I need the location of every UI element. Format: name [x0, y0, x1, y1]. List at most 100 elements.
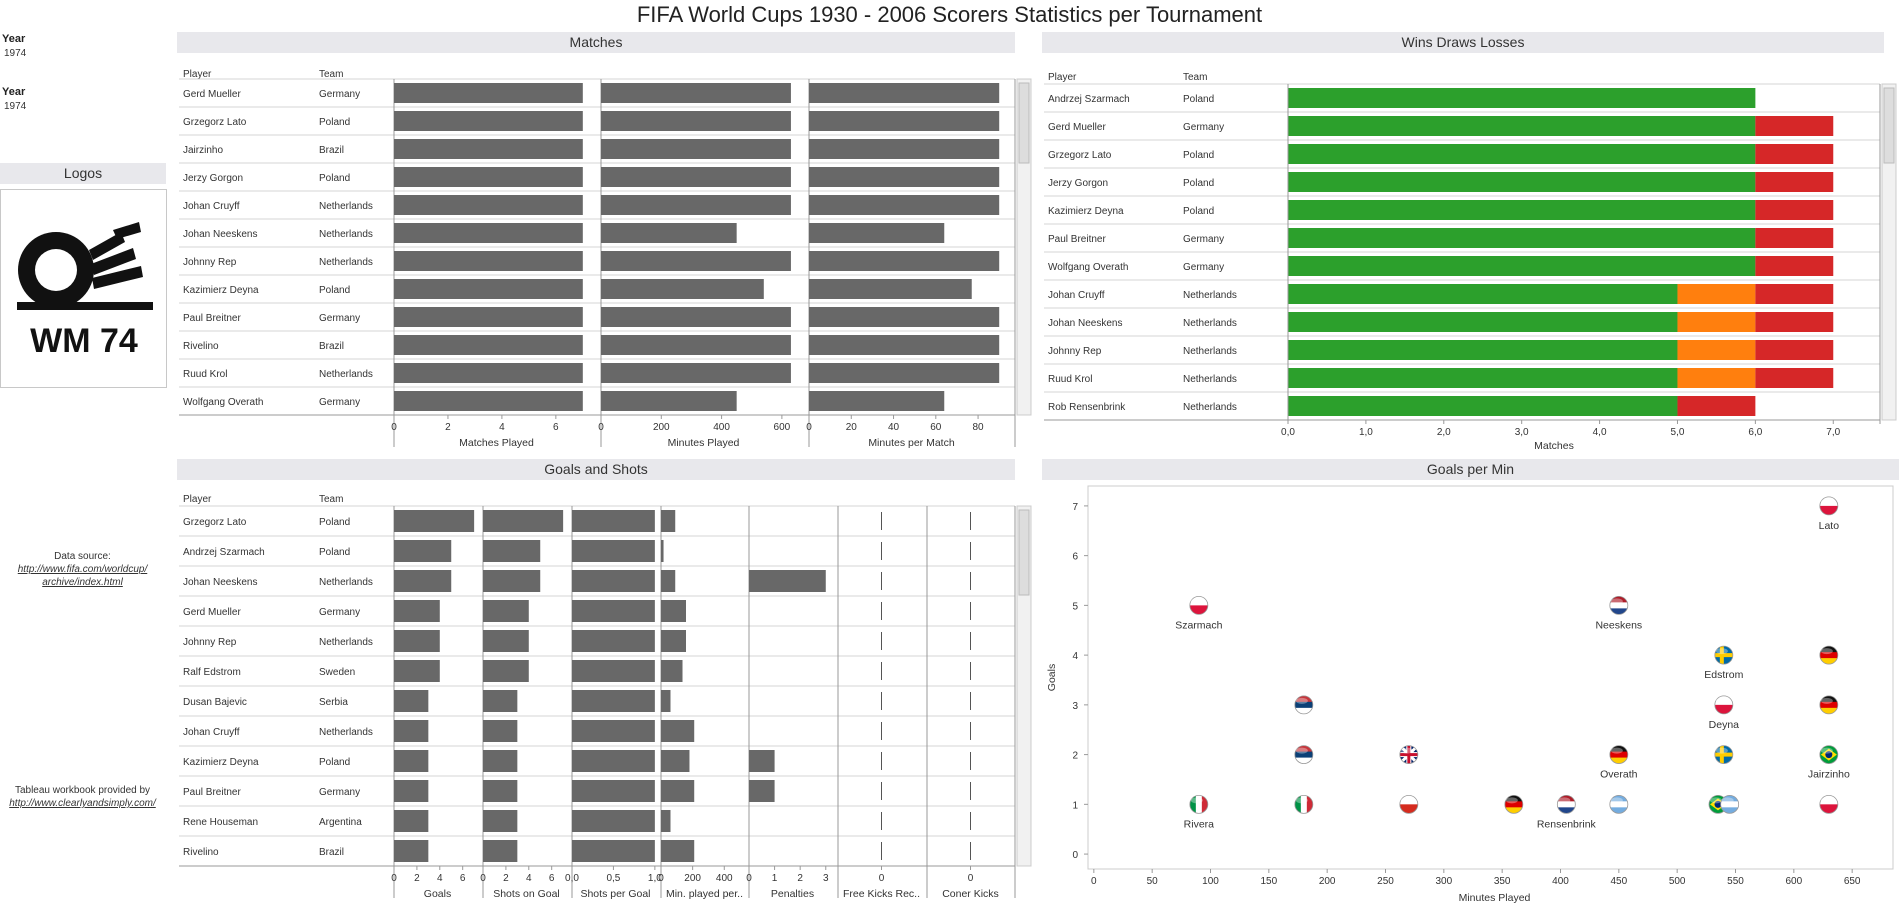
tick-label: 0 — [968, 873, 974, 884]
player-label: Johnny Rep — [1048, 346, 1102, 357]
flag-gloss — [1190, 797, 1203, 804]
measure-label: Goals — [424, 888, 451, 900]
bar — [394, 630, 440, 652]
bar — [601, 139, 791, 159]
player-label: Jerzy Gorgon — [183, 173, 243, 184]
bar-losses — [1677, 396, 1756, 416]
measure-label: Matches Played — [459, 437, 534, 449]
tick-label: 4 — [499, 422, 505, 433]
y-axis-title: Goals — [1046, 664, 1058, 691]
measure-label: Coner Kicks — [942, 888, 999, 900]
bar — [661, 510, 676, 532]
flag-outline — [1819, 645, 1839, 665]
tick-label: 0 — [391, 873, 397, 884]
bar — [483, 840, 518, 862]
tick-label: 200 — [653, 422, 670, 433]
bar-draws — [1677, 284, 1756, 304]
flag-outline — [1294, 745, 1314, 764]
team-label: Poland — [319, 285, 350, 296]
bar-losses — [1755, 284, 1834, 304]
bar — [394, 810, 429, 832]
bar — [572, 690, 655, 712]
bar — [572, 780, 655, 802]
team-label: Argentina — [319, 817, 362, 828]
team-label: Germany — [319, 787, 360, 798]
bar-wins — [1288, 312, 1678, 332]
bar — [483, 660, 529, 682]
bar-losses — [1755, 144, 1834, 164]
flag-icon — [1720, 795, 1739, 814]
bar-losses — [1755, 172, 1834, 192]
flag-icon — [1294, 745, 1313, 764]
team-label: Netherlands — [1183, 374, 1237, 385]
flag-icon — [1819, 646, 1838, 665]
x-tick-label: 650 — [1844, 876, 1861, 887]
bar-wins — [1288, 200, 1756, 220]
bar — [601, 111, 791, 131]
year-filter-value[interactable]: 1974 — [4, 48, 27, 59]
measure-label: Shots on Goal — [493, 888, 560, 900]
x-axis-title: Minutes Played — [1459, 892, 1531, 904]
data-source-link[interactable]: http://www.fifa.com/worldcup/ — [17, 564, 148, 575]
bar-losses — [1755, 200, 1834, 220]
x-tick-label: 50 — [1147, 876, 1159, 887]
logos-header: Logos — [0, 163, 166, 184]
wm74-logo: WM 74 — [0, 189, 167, 388]
bar — [394, 111, 583, 131]
bar — [483, 810, 518, 832]
bar-losses — [1755, 340, 1834, 360]
measure-label: Free Kicks Rec.. — [843, 888, 920, 900]
tick-label: 60 — [930, 422, 942, 433]
tick-label: 6 — [549, 873, 555, 884]
workbook-link[interactable]: http://www.clearlyandsimply.com/ — [9, 798, 156, 809]
tick-label: 600 — [774, 422, 791, 433]
tick-label: 6 — [460, 873, 466, 884]
team-label: Netherlands — [1183, 402, 1237, 413]
flag-outline — [1819, 695, 1839, 715]
x-tick-label: 250 — [1377, 876, 1394, 887]
year-filter-label: Year — [2, 33, 26, 45]
bar-wins — [1288, 396, 1678, 416]
bar — [601, 307, 791, 327]
flag-outline — [1819, 794, 1839, 814]
tick-label: 4 — [526, 873, 532, 884]
player-label: Johnny Rep — [183, 637, 237, 648]
flag-gloss — [1820, 697, 1833, 704]
y-tick-label: 6 — [1072, 552, 1078, 563]
bar — [394, 139, 583, 159]
flag-gloss — [1820, 648, 1833, 655]
wdl-panel-header: Wins Draws Losses — [1042, 32, 1884, 53]
team-label: Netherlands — [1183, 346, 1237, 357]
team-label: Serbia — [319, 697, 348, 708]
bar — [809, 111, 1000, 131]
scrollbar-thumb — [1018, 509, 1030, 596]
point-label: Deyna — [1709, 719, 1740, 731]
player-label: Jairzinho — [183, 145, 223, 156]
tick-label: 2,0 — [1437, 427, 1451, 438]
player-label: Paul Breitner — [183, 313, 241, 324]
tick-label: 2 — [414, 873, 420, 884]
bar — [661, 780, 695, 802]
point-label: Rensenbrink — [1537, 818, 1597, 830]
bar — [661, 720, 695, 742]
team-label: Germany — [319, 607, 360, 618]
player-label: Johnny Rep — [183, 257, 237, 268]
bar-draws — [1677, 368, 1756, 388]
workbook-label: Tableau workbook provided by — [14, 785, 151, 796]
flag-gloss — [1400, 747, 1413, 754]
x-tick-label: 500 — [1669, 876, 1686, 887]
bar-losses — [1755, 228, 1834, 248]
x-tick-label: 150 — [1260, 876, 1277, 887]
x-axis-title: Matches — [1534, 440, 1574, 452]
tick-label: 40 — [888, 422, 900, 433]
team-label: Germany — [319, 397, 360, 408]
flag-gloss — [1558, 797, 1571, 804]
flag-gloss — [1610, 797, 1623, 804]
data-source-link-2[interactable]: archive/index.html — [42, 577, 123, 588]
bar — [572, 630, 655, 652]
data-source-label: Data source: — [54, 551, 111, 562]
measure-label: Penalties — [771, 888, 814, 900]
year-filter-value-2[interactable]: 1974 — [4, 101, 27, 112]
flag-outline — [1720, 794, 1740, 814]
